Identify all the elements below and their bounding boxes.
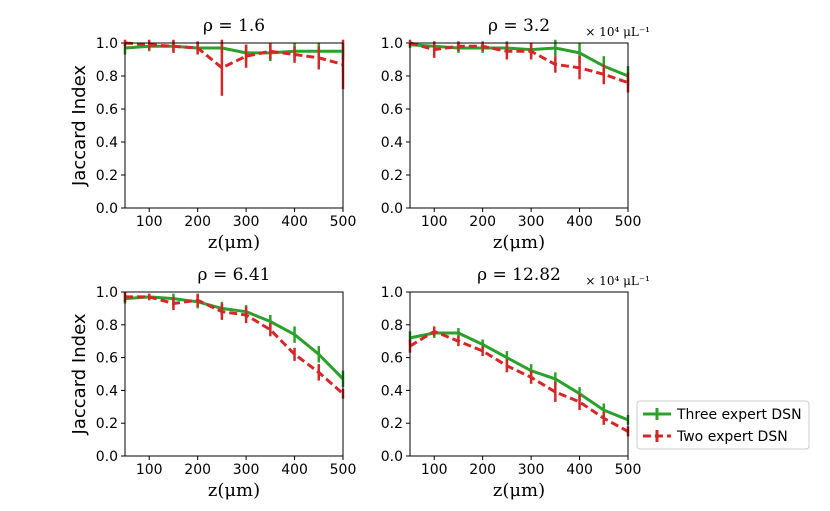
x-tick-label: 200 xyxy=(469,214,496,230)
y-tick-label: 0.0 xyxy=(381,201,403,217)
series-two-expert xyxy=(123,292,345,399)
series-line xyxy=(409,329,629,433)
axis-multiplier: × 10⁴ μL⁻¹ xyxy=(585,25,650,39)
x-tick-label: 500 xyxy=(615,214,642,230)
plot-frame xyxy=(124,42,344,209)
series-line xyxy=(125,295,344,395)
legend: Three expert DSN Two expert DSN xyxy=(636,400,810,450)
y-tick-label: 1.0 xyxy=(96,285,118,301)
series-three-expert xyxy=(123,41,345,62)
x-tick-label: 400 xyxy=(281,462,308,478)
y-tick-label: 0.8 xyxy=(381,69,403,85)
series-three-expert xyxy=(408,328,630,425)
x-tick-label: 100 xyxy=(136,214,163,230)
y-tick-label: 0.6 xyxy=(96,102,118,118)
legend-label: Three expert DSN xyxy=(676,407,802,423)
x-tick-label: 300 xyxy=(518,214,545,230)
subplot-2: ρ = 3.2 × 10⁴ μL⁻¹ 0.0 0.2 0.4 0.6 0.8 1.0 100 20… xyxy=(381,16,650,253)
y-tick-label: 1.0 xyxy=(96,36,118,52)
x-tick-label: 200 xyxy=(184,214,211,230)
y-tick-label: 0.8 xyxy=(381,318,403,334)
subplot-4: ρ = 12.82 × 10⁴ μL⁻¹ 0.0 0.2 0.4 0.6 0.8 1.0 100… xyxy=(381,265,650,501)
series-line xyxy=(409,41,629,85)
x-tick-label: 300 xyxy=(233,462,260,478)
series-line xyxy=(409,43,629,78)
x-axis-label: z(μm) xyxy=(208,480,260,501)
series-two-expert xyxy=(408,39,630,93)
series-line xyxy=(124,44,343,55)
y-tick-label: 0.2 xyxy=(96,168,118,184)
x-tick-label: 300 xyxy=(233,214,260,230)
plot-frame xyxy=(409,42,629,209)
x-axis-label: z(μm) xyxy=(493,232,545,253)
y-tick-label: 1.0 xyxy=(381,36,403,52)
y-tick-label: 0.4 xyxy=(381,383,403,399)
x-tick-label: 400 xyxy=(281,214,308,230)
series-line xyxy=(124,295,345,380)
subplot-title: ρ = 1.6 xyxy=(203,16,265,36)
y-tick-label: 0.0 xyxy=(96,201,118,217)
y-tick-label: 0.8 xyxy=(96,69,118,85)
plot-frame xyxy=(124,291,344,457)
y-tick-label: 0.2 xyxy=(381,168,403,184)
y-tick-label: 0.2 xyxy=(381,416,403,432)
y-tick-label: 0.6 xyxy=(96,351,118,367)
y-tick-label: 0.4 xyxy=(96,383,118,399)
y-axis-label: Jaccard Index xyxy=(69,65,90,187)
x-tick-label: 500 xyxy=(330,462,357,478)
y-tick-label: 0.4 xyxy=(96,135,118,151)
x-axis-label: z(μm) xyxy=(493,480,545,501)
x-axis-label: z(μm) xyxy=(208,232,260,253)
x-tick-label: 300 xyxy=(518,462,545,478)
x-tick-label: 100 xyxy=(421,462,448,478)
y-tick-label: 1.0 xyxy=(381,285,403,301)
y-tick-label: 0.6 xyxy=(381,351,403,367)
x-tick-label: 500 xyxy=(330,214,357,230)
y-axis-label: Jaccard Index xyxy=(69,313,90,435)
series-line xyxy=(409,331,629,422)
series-three-expert xyxy=(123,293,345,388)
y-tick-label: 0.4 xyxy=(381,135,403,151)
y-tick-label: 0.0 xyxy=(96,449,118,465)
subplot-3: ρ = 6.41 0.0 0.2 0.4 0.6 0.8 1.0 100 200 300 400 50… xyxy=(69,265,356,501)
y-tick-label: 0.8 xyxy=(96,318,118,334)
x-tick-label: 100 xyxy=(136,462,163,478)
legend-box xyxy=(636,400,810,450)
axis-multiplier: × 10⁴ μL⁻¹ xyxy=(585,274,650,288)
y-tick-label: 0.0 xyxy=(381,449,403,465)
x-tick-label: 500 xyxy=(615,462,642,478)
plot-frame xyxy=(409,291,629,457)
x-tick-label: 400 xyxy=(566,214,593,230)
legend-label: Two expert DSN xyxy=(676,429,788,445)
y-tick-label: 0.2 xyxy=(96,416,118,432)
subplot-1: ρ = 1.6 0.0 0.2 0.4 0.6 0.8 1.0 100 200 300 400 500… xyxy=(69,16,356,253)
series-three-expert xyxy=(408,39,630,86)
x-tick-label: 400 xyxy=(566,462,593,478)
x-tick-label: 200 xyxy=(184,462,211,478)
subplot-title: ρ = 12.82 xyxy=(477,265,561,285)
series-two-expert xyxy=(408,326,630,437)
subplot-title: ρ = 3.2 xyxy=(488,16,550,36)
series-line xyxy=(124,41,344,70)
subplot-title: ρ = 6.41 xyxy=(198,265,271,285)
x-tick-label: 200 xyxy=(469,462,496,478)
series-two-expert xyxy=(123,39,345,96)
y-tick-label: 0.6 xyxy=(381,102,403,118)
x-tick-label: 100 xyxy=(421,214,448,230)
